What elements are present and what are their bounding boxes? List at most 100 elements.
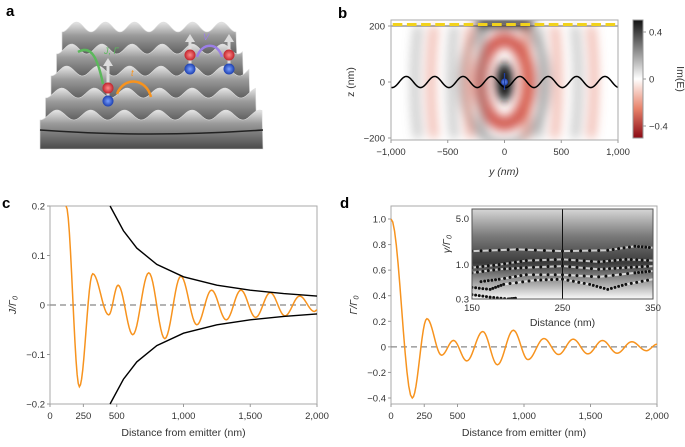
inset-point: [646, 258, 650, 262]
y-tick-label: 0: [380, 78, 385, 89]
inset-point: [644, 245, 648, 249]
x-tick-label: 500: [553, 147, 569, 158]
y-tick-label: −0.1: [26, 350, 45, 361]
inset-point: [622, 246, 626, 250]
inset-point: [589, 274, 593, 278]
x-tick-label: 0: [388, 411, 393, 422]
lattice-illustration: J, Γ t V: [39, 21, 264, 150]
field-fringe: [587, 25, 598, 139]
tunneling-label: t: [131, 68, 134, 78]
tunneling-arrow: [115, 80, 153, 98]
inset-point: [646, 264, 650, 268]
inset-point: [582, 274, 586, 278]
inset-point: [635, 258, 639, 262]
y-tick-label: 0.2: [373, 317, 386, 328]
inset-point: [477, 294, 481, 298]
field-fringe: [427, 25, 438, 139]
field-fringe: [571, 25, 582, 139]
inset-point: [611, 247, 615, 251]
x-tick-label: 1,500: [238, 411, 262, 422]
inset-y-tick-label: 0.3: [456, 295, 469, 306]
mirror-segment: [562, 23, 573, 26]
y-tick-label: 0: [381, 342, 386, 353]
inset-point: [599, 285, 603, 289]
inset-point: [539, 265, 543, 269]
inset-point: [497, 277, 501, 281]
inset-point: [575, 265, 579, 269]
panel-label-c: c: [2, 195, 10, 212]
inset-point: [635, 265, 639, 269]
inset-point: [579, 249, 583, 253]
mirror-segment: [392, 23, 403, 26]
y-tick-label: 0.8: [373, 240, 386, 251]
inset-point: [571, 279, 575, 283]
spin-arrow-head: [224, 34, 234, 42]
x-tick-label: 1,000: [512, 411, 536, 422]
lower-envelope-line: [109, 313, 318, 405]
inset-point: [597, 275, 601, 279]
inset-point: [513, 260, 517, 264]
field-fringe: [521, 25, 532, 139]
inset-point: [484, 295, 488, 299]
inset-point: [491, 286, 495, 290]
inset-point: [481, 264, 485, 268]
x-axis-label: Distance from emitter (nm): [121, 427, 245, 439]
field-fringe: [463, 25, 474, 139]
mirror-segment: [449, 23, 460, 26]
inset-point: [553, 258, 557, 262]
x-tick-label: 500: [109, 411, 125, 422]
inset-point: [519, 266, 523, 270]
inset-point: [608, 267, 612, 271]
inset-point: [542, 248, 546, 252]
inset-point: [575, 274, 579, 278]
x-tick-label: 2,000: [645, 411, 669, 422]
inset-chart: 150 250 350 5.0 1.0 0.3 Distance (nm) γ/Γ₀: [441, 208, 661, 329]
inset-point: [575, 258, 579, 262]
inset-point: [602, 259, 606, 263]
inset-point: [477, 286, 481, 290]
inset-point: [515, 247, 519, 251]
field-near-mirror: [476, 20, 533, 28]
colorbar: [632, 19, 644, 139]
inset-point: [506, 248, 510, 252]
inset-point: [503, 267, 507, 271]
inset-point: [582, 259, 586, 263]
field-fringe: [411, 25, 422, 139]
inset-point: [553, 264, 557, 268]
x-tick-label: −500: [437, 147, 458, 158]
inset-point: [484, 287, 488, 291]
inset-point: [568, 265, 572, 269]
inset-x-tick-label: 350: [645, 303, 661, 314]
inset-point: [533, 278, 537, 282]
panel-label-b: b: [338, 5, 347, 22]
mirror-segment: [605, 23, 616, 26]
inset-point: [640, 270, 644, 274]
inset-point: [514, 281, 518, 285]
inset-point: [624, 266, 628, 270]
y-axis-label: Γ/Γ₀: [348, 295, 360, 315]
inset-point: [492, 268, 496, 272]
x-axis-label: Distance from emitter (nm): [462, 427, 586, 439]
inset-point: [474, 293, 478, 297]
inset-point: [568, 258, 572, 262]
inset-point: [492, 296, 496, 299]
inset-point: [647, 245, 651, 249]
x-axis-label: y (nm): [488, 166, 519, 178]
y-tick-label: −200: [364, 134, 385, 145]
mirror-segment: [506, 23, 516, 26]
coupling-arrow: [77, 48, 105, 85]
inset-point: [624, 282, 628, 286]
interaction-label: V: [203, 32, 210, 42]
inset-point: [497, 248, 501, 252]
inset-point: [539, 273, 543, 277]
lattice-ridge: [39, 109, 264, 150]
inset-point: [582, 281, 586, 285]
inset-point: [508, 275, 512, 279]
mirror-segment: [520, 23, 531, 26]
inset-point: [606, 287, 610, 291]
inset-point: [606, 248, 610, 252]
mirror-segment: [492, 23, 502, 26]
inset-point: [553, 273, 557, 277]
inset-point: [582, 266, 586, 270]
inset-point: [524, 266, 528, 270]
